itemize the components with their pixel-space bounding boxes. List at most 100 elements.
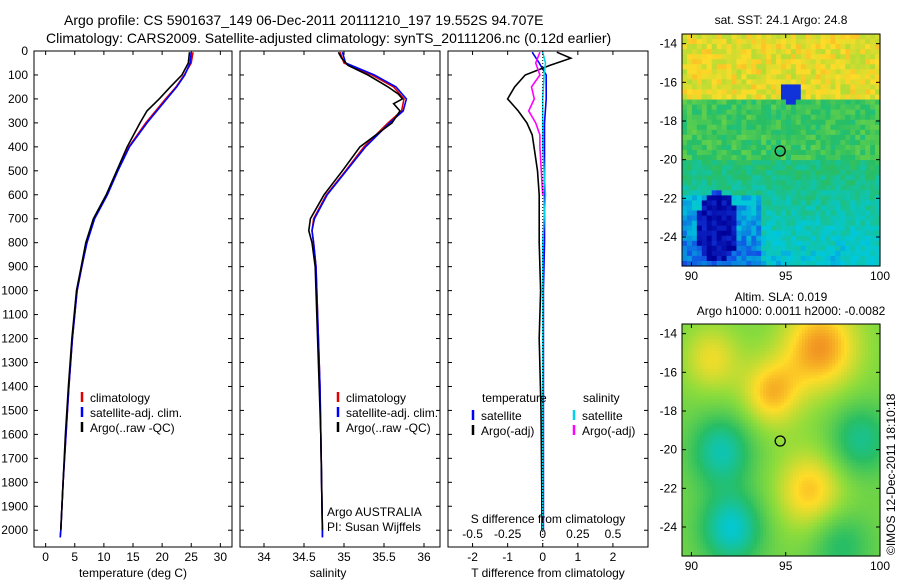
map-cell (810, 99, 817, 106)
map-cell (706, 447, 710, 452)
map-cell (826, 417, 830, 422)
map-cell (763, 390, 767, 394)
map-cell (715, 381, 719, 385)
map-cell (781, 396, 785, 400)
map-cell (746, 155, 752, 161)
map-cell (711, 150, 718, 156)
map-cell (790, 426, 794, 431)
map-cell (835, 432, 839, 437)
map-cell (711, 165, 718, 171)
map-cell (868, 426, 872, 431)
map-cell (830, 89, 837, 96)
map-cell (718, 396, 722, 400)
map-cell (761, 79, 767, 86)
s-diff-tick-label: -0.25 (494, 527, 522, 541)
map-cell (829, 342, 833, 346)
map-cell (730, 372, 734, 376)
map-cell (763, 324, 767, 328)
map-cell (840, 235, 846, 242)
map-cell (776, 190, 782, 196)
map-cell (802, 336, 806, 340)
map-cell (746, 139, 752, 146)
x-tick-label: 2 (610, 550, 617, 564)
map-cell (736, 372, 740, 376)
map-cell (870, 89, 876, 96)
map-cell (800, 84, 807, 91)
map-cell (850, 345, 854, 349)
map-cell (838, 402, 842, 406)
map-cell (870, 44, 876, 50)
map-cell (790, 260, 797, 267)
map-cell (685, 405, 689, 409)
map-cell (726, 79, 733, 86)
map-cell (799, 336, 803, 340)
map-cell (800, 240, 807, 247)
map-cell (830, 235, 837, 242)
map-cell (691, 441, 695, 446)
map-cell (701, 165, 708, 171)
map-cell (850, 220, 856, 227)
map-cell (805, 165, 812, 171)
map-cell (810, 119, 817, 126)
map-cell (706, 79, 713, 86)
map-cell (771, 114, 777, 121)
map-cell (769, 363, 773, 367)
map-cell (766, 39, 772, 45)
map-cell (766, 411, 770, 415)
map-cell (721, 366, 725, 370)
map-cell (865, 54, 871, 60)
map-cell (850, 64, 856, 70)
map-cell (745, 420, 749, 425)
map-cell (751, 54, 757, 60)
map-cell (721, 119, 728, 126)
map-cell (741, 180, 747, 186)
map-cell (712, 405, 716, 409)
map-cell (733, 348, 737, 352)
map-cell (754, 360, 758, 364)
map-cell (781, 99, 787, 106)
map-cell (875, 59, 881, 65)
map-cell (781, 330, 785, 334)
map-cell (781, 342, 785, 346)
map-cell (810, 160, 817, 166)
map-cell (730, 408, 734, 412)
map-cell (805, 387, 809, 391)
map-cell (868, 375, 872, 379)
map-cell (736, 200, 742, 207)
map-cell (790, 144, 797, 151)
map-cell (696, 170, 703, 176)
map-cell (748, 360, 752, 364)
map-cell (811, 396, 815, 400)
map-cell (686, 175, 693, 181)
map-cell (800, 109, 807, 116)
map-cell (754, 426, 758, 431)
map-cell (810, 114, 817, 121)
map-cell (865, 387, 869, 391)
map-cell (811, 408, 815, 412)
map-cell (856, 405, 860, 409)
map-cell (840, 64, 846, 70)
map-cell (775, 432, 779, 437)
map-cell (691, 165, 698, 171)
map-cell (815, 240, 822, 247)
map-cell (785, 215, 792, 222)
map-cell (826, 399, 830, 403)
map-cell (853, 417, 857, 422)
map-cell (826, 378, 830, 382)
map-cell (712, 408, 716, 412)
map-cell (815, 129, 822, 136)
map-cell (761, 49, 767, 55)
difference-panel: -2 -1 0 1 2T difference from climatology-0.5… (447, 50, 649, 580)
map-cell (844, 372, 848, 376)
map-cell (860, 139, 866, 146)
map-cell (756, 245, 762, 252)
map-cell (877, 417, 881, 422)
map-cell (756, 200, 762, 207)
map-cell (875, 200, 881, 207)
map-cell (800, 205, 807, 212)
map-cell (745, 363, 749, 367)
map-cell (748, 336, 752, 340)
map-cell (775, 426, 779, 431)
map-cell (766, 235, 772, 242)
map-cell (682, 450, 686, 455)
